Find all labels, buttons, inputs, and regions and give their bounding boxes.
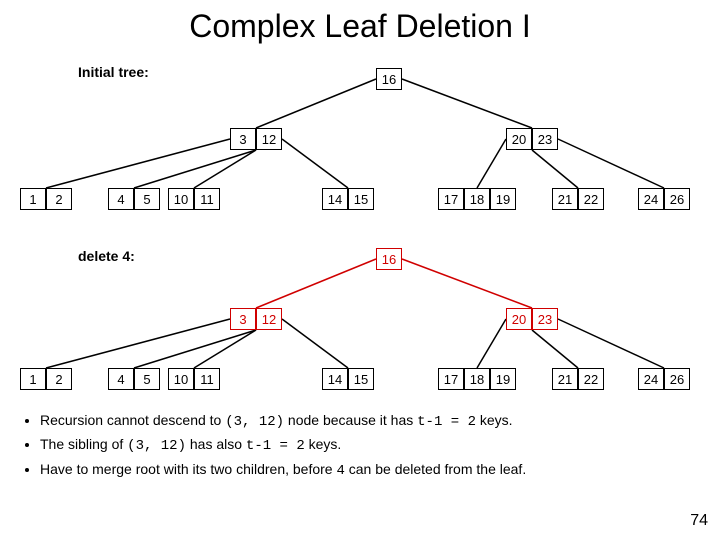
t: (3, 12) xyxy=(127,438,186,454)
node-cell: 5 xyxy=(134,368,160,390)
node-cell: 5 xyxy=(134,188,160,210)
node-cell: 26 xyxy=(664,368,690,390)
node-cell: 18 xyxy=(464,188,490,210)
t: 4 xyxy=(336,463,344,479)
tree1-intL: 312 xyxy=(230,128,282,150)
t: can be deleted from the leaf. xyxy=(345,461,526,477)
node-cell: 20 xyxy=(506,308,532,330)
node-cell: 19 xyxy=(490,188,516,210)
bullet-3: Have to merge root with its two children… xyxy=(40,459,698,481)
bullet-list: Recursion cannot descend to (3, 12) node… xyxy=(18,410,698,483)
tree2-leaf6: 2426 xyxy=(638,368,690,390)
tree2-intL: 312 xyxy=(230,308,282,330)
node-cell: 24 xyxy=(638,368,664,390)
node-cell: 4 xyxy=(108,188,134,210)
t: Recursion cannot descend to xyxy=(40,412,225,428)
t: has also xyxy=(186,436,246,452)
tree2-intR: 2023 xyxy=(506,308,558,330)
t: (3, 12) xyxy=(225,414,284,430)
t: keys. xyxy=(476,412,513,428)
node-cell: 21 xyxy=(552,368,578,390)
node-cell: 14 xyxy=(322,188,348,210)
tree1-intR: 2023 xyxy=(506,128,558,150)
node-cell: 22 xyxy=(578,368,604,390)
page-title: Complex Leaf Deletion I xyxy=(0,8,720,45)
t: keys. xyxy=(305,436,342,452)
node-cell: 11 xyxy=(194,368,220,390)
node-cell: 12 xyxy=(256,308,282,330)
tree2-leaf4: 171819 xyxy=(438,368,516,390)
node-cell: 20 xyxy=(506,128,532,150)
tree1-leaf2: 1011 xyxy=(168,188,220,210)
t: Have to merge root with its two children… xyxy=(40,461,336,477)
bullet-1: Recursion cannot descend to (3, 12) node… xyxy=(40,410,698,432)
subtitle-delete: delete 4: xyxy=(78,248,135,264)
node-cell: 3 xyxy=(230,128,256,150)
page-number: 74 xyxy=(690,512,708,530)
node-cell: 12 xyxy=(256,128,282,150)
tree2-leaf3: 1415 xyxy=(322,368,374,390)
node-cell: 1 xyxy=(20,188,46,210)
tree1-leaf4: 171819 xyxy=(438,188,516,210)
bullet-2: The sibling of (3, 12) has also t-1 = 2 … xyxy=(40,434,698,456)
node-cell: 10 xyxy=(168,188,194,210)
t: t-1 = 2 xyxy=(417,414,476,430)
tree2-leaf1: 45 xyxy=(108,368,160,390)
tree2-root: 16 xyxy=(376,248,402,270)
tree1-leaf6: 2426 xyxy=(638,188,690,210)
node-cell: 11 xyxy=(194,188,220,210)
node-cell: 17 xyxy=(438,188,464,210)
node-cell: 21 xyxy=(552,188,578,210)
tree2-leaf0: 12 xyxy=(20,368,72,390)
node-cell: 14 xyxy=(322,368,348,390)
node-cell: 16 xyxy=(376,68,402,90)
tree1-root: 16 xyxy=(376,68,402,90)
node-cell: 19 xyxy=(490,368,516,390)
node-cell: 23 xyxy=(532,308,558,330)
node-cell: 17 xyxy=(438,368,464,390)
node-cell: 22 xyxy=(578,188,604,210)
t: node because it has xyxy=(284,412,417,428)
node-cell: 1 xyxy=(20,368,46,390)
subtitle-initial: Initial tree: xyxy=(78,64,149,80)
node-cell: 2 xyxy=(46,368,72,390)
t: The sibling of xyxy=(40,436,127,452)
node-cell: 4 xyxy=(108,368,134,390)
tree2-leaf2: 1011 xyxy=(168,368,220,390)
tree1-leaf3: 1415 xyxy=(322,188,374,210)
tree2-leaf5: 2122 xyxy=(552,368,604,390)
node-cell: 18 xyxy=(464,368,490,390)
node-cell: 10 xyxy=(168,368,194,390)
node-cell: 16 xyxy=(376,248,402,270)
tree1-leaf0: 12 xyxy=(20,188,72,210)
tree1-leaf1: 45 xyxy=(108,188,160,210)
node-cell: 24 xyxy=(638,188,664,210)
node-cell: 23 xyxy=(532,128,558,150)
node-cell: 3 xyxy=(230,308,256,330)
tree1-leaf5: 2122 xyxy=(552,188,604,210)
node-cell: 26 xyxy=(664,188,690,210)
node-cell: 15 xyxy=(348,368,374,390)
t: t-1 = 2 xyxy=(246,438,305,454)
node-cell: 15 xyxy=(348,188,374,210)
node-cell: 2 xyxy=(46,188,72,210)
